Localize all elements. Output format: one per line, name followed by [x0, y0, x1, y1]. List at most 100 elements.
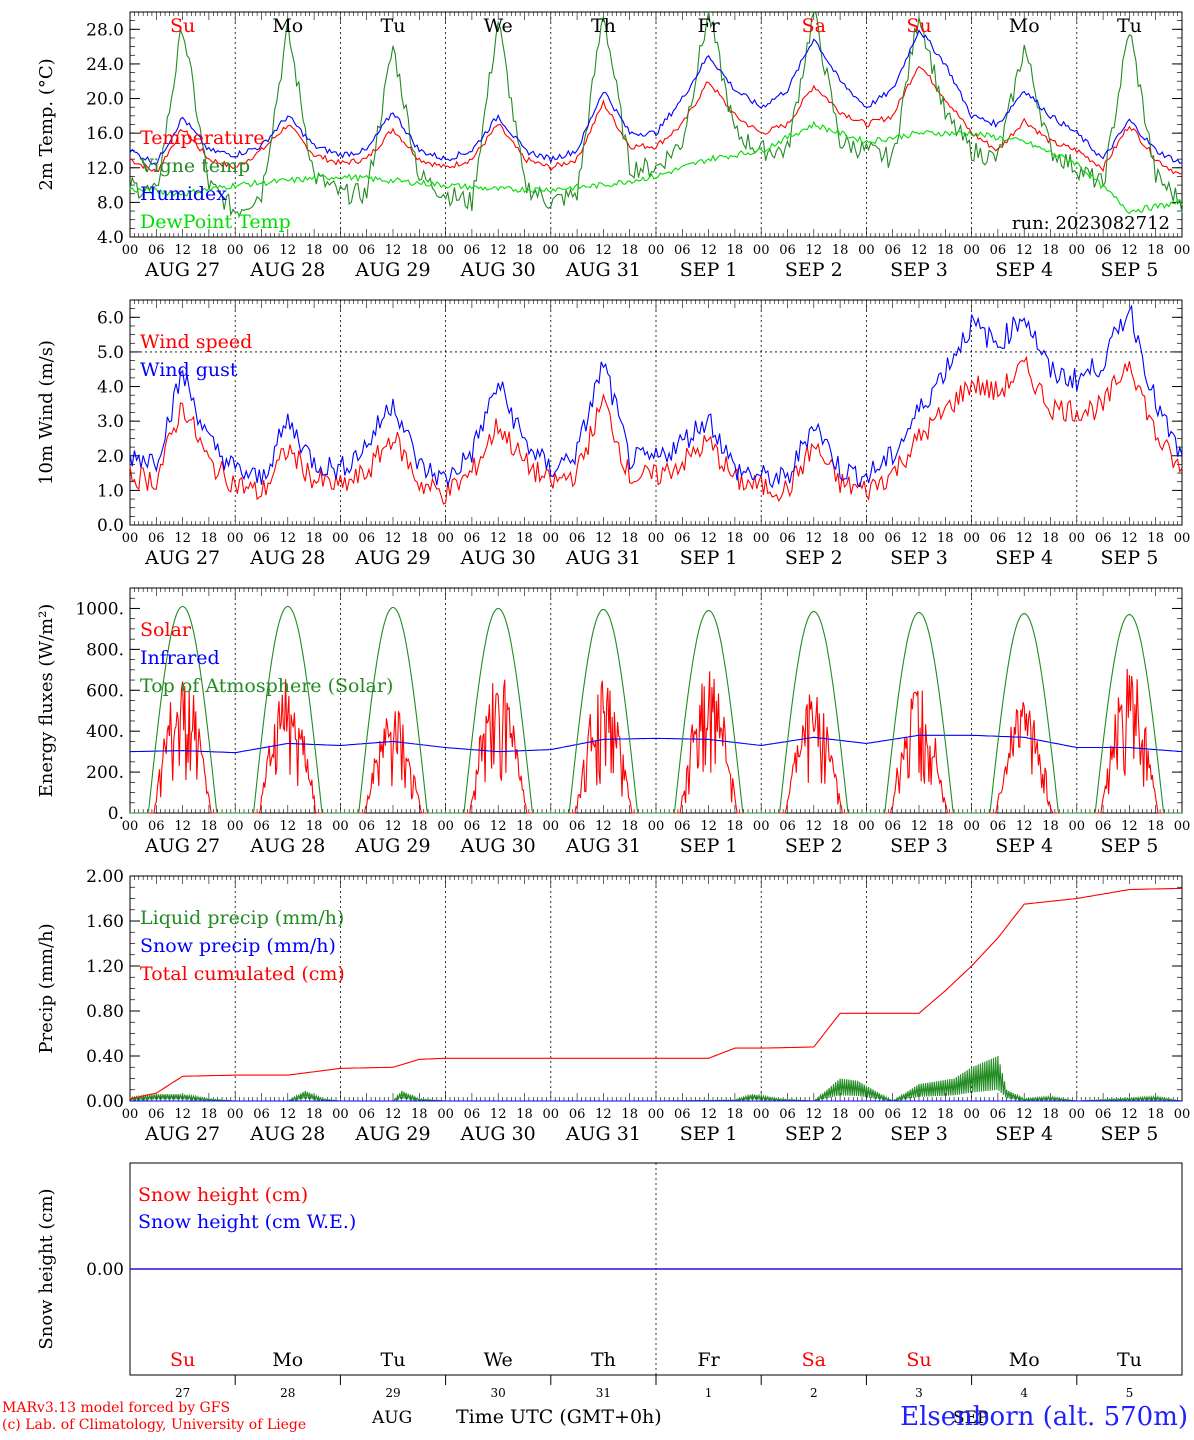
x-date-label: AUG 28: [249, 547, 325, 569]
y-tick-label: 16.0: [86, 124, 124, 144]
x-hour-label: 06: [1095, 243, 1112, 258]
panel-5: 0.00 Snow height (cm) Snow height (cm) Snow…: [36, 1162, 1183, 1400]
x-hour-label: 18: [832, 243, 849, 258]
x-hour-label: 12: [490, 819, 507, 834]
x-hour-label: 06: [884, 1107, 901, 1122]
x-date-label: AUG 31: [565, 259, 641, 281]
x-hour-label: 18: [727, 243, 744, 258]
x-date-label: AUG 31: [565, 547, 641, 569]
x-hour-label: 00: [648, 243, 665, 258]
x-date-label: SEP 1: [680, 259, 738, 281]
y-tick-label: 4.0: [97, 378, 124, 398]
legend-dewpoint-temp: DewPoint Temp: [140, 211, 291, 233]
x-hour-label: 00: [963, 531, 980, 546]
x-date-label: AUG 31: [565, 835, 641, 857]
x-date-label: AUG 30: [460, 835, 536, 857]
x-hour-label: 06: [1095, 819, 1112, 834]
x-hour-label: 18: [937, 243, 954, 258]
day-name-label: Sa: [802, 1349, 826, 1371]
x-hour-label: 18: [516, 531, 533, 546]
x-hour-label: 06: [358, 819, 375, 834]
day-number-label: 29: [385, 1386, 400, 1400]
x-date-label: SEP 2: [785, 547, 843, 569]
x-hour-label: 12: [1121, 1107, 1138, 1122]
x-hour-label: 12: [595, 1107, 612, 1122]
x-hour-label: 06: [779, 819, 796, 834]
legend-wind-speed: Wind speed: [140, 331, 252, 353]
x-hour-label: 00: [122, 819, 139, 834]
day-number-label: 27: [175, 1386, 190, 1400]
legend-vigne-temp: Vigne temp: [139, 155, 250, 177]
legend-snow-precip-mm-h-: Snow precip (mm/h): [140, 935, 336, 957]
legend-wind-gust: Wind gust: [140, 359, 238, 381]
x-hour-label: 12: [385, 819, 402, 834]
x-hour-label: 12: [806, 819, 823, 834]
x-hour-label: 18: [727, 819, 744, 834]
x-hour-label: 00: [437, 1107, 454, 1122]
day-name-label: Mo: [1009, 1349, 1040, 1371]
x-hour-label: 00: [122, 531, 139, 546]
x-date-label: SEP 5: [1100, 1123, 1158, 1145]
x-date-label: SEP 5: [1100, 259, 1158, 281]
day-number-label: 1: [705, 1386, 713, 1400]
x-date-label: AUG 28: [249, 835, 325, 857]
legend-top-of-atmosphere-solar-: Top of Atmosphere (Solar): [140, 675, 393, 697]
x-hour-label: 06: [990, 819, 1007, 834]
panel-2: 0.0 1.0 2.0 3.0 4.0 5.0 6.0 10m Wind (m/s) Wind …: [36, 299, 1190, 569]
day-number-label: 28: [280, 1386, 295, 1400]
x-hour-label: 18: [621, 531, 638, 546]
x-hour-label: 12: [385, 243, 402, 258]
x-date-label: AUG 29: [354, 835, 430, 857]
x-hour-label: 06: [1095, 1107, 1112, 1122]
month-label-aug: AUG: [372, 1408, 413, 1428]
x-hour-label: 12: [490, 531, 507, 546]
x-hour-label: 18: [621, 1107, 638, 1122]
x-hour-label: 12: [911, 243, 928, 258]
x-date-label: AUG 27: [144, 1123, 220, 1145]
y-tick-label: 12.0: [86, 159, 124, 179]
y-axis-label: Snow height (cm): [36, 1188, 57, 1349]
day-name-label: Th: [591, 15, 616, 37]
x-date-label: AUG 28: [249, 259, 325, 281]
x-hour-label: 00: [753, 1107, 770, 1122]
y-tick-label: 0.80: [86, 1002, 124, 1022]
day-number-label: 5: [1126, 1386, 1134, 1400]
x-hour-label: 18: [516, 1107, 533, 1122]
x-date-label: AUG 30: [460, 547, 536, 569]
x-hour-label: 06: [148, 531, 165, 546]
y-tick-label: 28.0: [86, 20, 124, 40]
x-hour-label: 00: [122, 243, 139, 258]
x-hour-label: 00: [543, 243, 560, 258]
x-hour-label: 00: [1069, 531, 1086, 546]
y-tick-label: 0.0: [97, 516, 124, 536]
day-number-label: 3: [915, 1386, 923, 1400]
x-hour-label: 00: [858, 819, 875, 834]
x-hour-label: 00: [858, 243, 875, 258]
x-hour-label: 18: [727, 1107, 744, 1122]
x-hour-label: 00: [858, 531, 875, 546]
y-axis-label: 2m Temp. (°C): [36, 58, 57, 190]
x-hour-label: 00: [543, 1107, 560, 1122]
series-top-of-atmosphere-solar-: [130, 605, 1182, 814]
x-hour-label: 18: [306, 819, 323, 834]
x-date-label: SEP 5: [1100, 547, 1158, 569]
x-hour-label: 18: [1042, 819, 1059, 834]
x-hour-label: 00: [437, 531, 454, 546]
y-tick-label: 1.0: [97, 481, 124, 501]
series-humidex: [129, 29, 1183, 167]
x-hour-label: 18: [832, 819, 849, 834]
x-hour-label: 06: [674, 1107, 691, 1122]
x-hour-label: 06: [884, 243, 901, 258]
series-wind-gust: [129, 304, 1183, 489]
y-tick-label: 1.60: [86, 912, 124, 932]
x-hour-label: 00: [753, 531, 770, 546]
x-hour-label: 18: [306, 531, 323, 546]
legend-liquid-precip-mm-h-: Liquid precip (mm/h): [140, 907, 344, 929]
x-hour-label: 12: [280, 243, 297, 258]
series-dewpoint-temp: [129, 120, 1183, 215]
x-hour-label: 12: [490, 243, 507, 258]
y-tick-label: 0.00: [86, 1092, 124, 1112]
x-hour-label: 18: [411, 243, 428, 258]
x-hour-label: 00: [1174, 1107, 1191, 1122]
x-hour-label: 00: [227, 531, 244, 546]
